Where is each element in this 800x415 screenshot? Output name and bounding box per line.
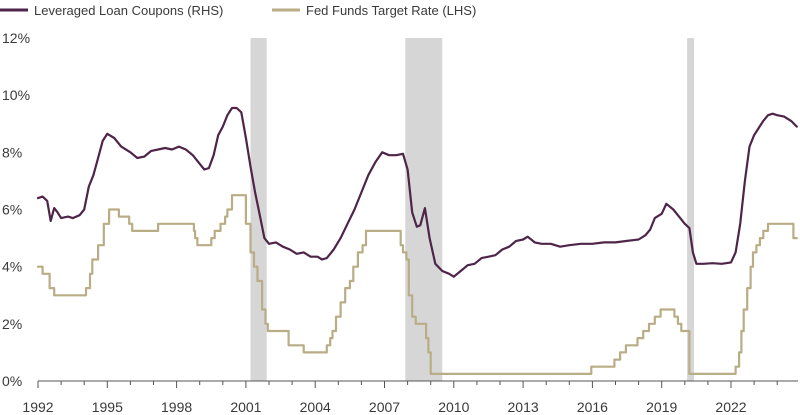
series-line-leveraged-loan-coupons (36, 106, 798, 278)
recession-band (687, 38, 695, 381)
x-tick-label: 2001 (230, 399, 261, 415)
x-tick-label: 2010 (438, 399, 469, 415)
legend: Leveraged Loan Coupons (RHS) Fed Funds T… (0, 3, 476, 18)
legend-label-fed-funds-target-rate: Fed Funds Target Rate (LHS) (306, 3, 476, 18)
x-axis: 1992 1995 1998 2001 2004 2007 2010 2013 2016 2019… (22, 380, 798, 415)
x-tick-label: 1995 (92, 399, 123, 415)
y-tick-label: 0% (2, 373, 22, 389)
y-axis: 0% 2% 4% 6% 8% 10% 12% (2, 30, 30, 389)
x-tick-label: 2019 (646, 399, 677, 415)
x-tick-label: 1998 (161, 399, 192, 415)
y-tick-label: 4% (2, 259, 22, 275)
x-tick-label: 2007 (369, 399, 400, 415)
x-tick-label: 2013 (508, 399, 539, 415)
x-tick-label: 2016 (577, 399, 608, 415)
y-tick-label: 6% (2, 202, 22, 218)
x-tick-label: 1992 (22, 399, 53, 415)
x-tick-label: 2004 (300, 399, 331, 415)
y-tick-label: 8% (2, 144, 22, 160)
y-tick-label: 2% (2, 316, 22, 332)
legend-label-leveraged-loan-coupons: Leveraged Loan Coupons (RHS) (34, 3, 223, 18)
y-tick-label: 12% (2, 30, 30, 46)
series-line-fed-funds-target-rate (36, 194, 798, 375)
y-tick-label: 10% (2, 87, 30, 103)
recession-bands (250, 38, 695, 381)
series-lines (36, 106, 798, 375)
x-tick-label: 2022 (715, 399, 746, 415)
